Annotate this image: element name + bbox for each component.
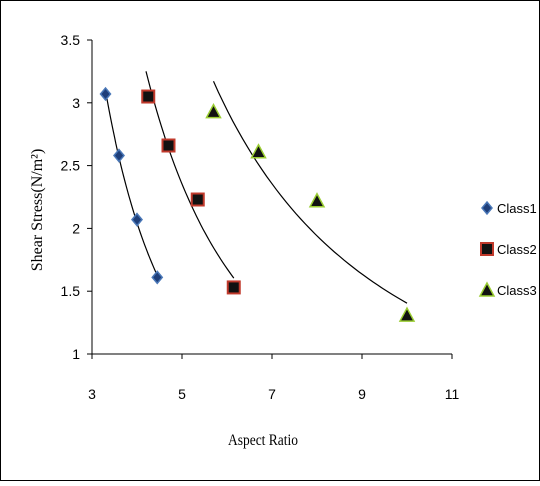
- y-tick-label: 2.5: [61, 158, 81, 174]
- y-tick-label: 3: [72, 95, 80, 111]
- y-tick-label: 1: [72, 346, 80, 362]
- legend-marker-class3: [478, 281, 496, 297]
- x-tick-label: 3: [88, 386, 96, 402]
- x-tick-label: 9: [358, 386, 366, 402]
- y-tick-label: 1.5: [61, 283, 81, 299]
- x-tick-label: 7: [268, 386, 276, 402]
- trendlines: [104, 71, 408, 304]
- y-tick-label: 2: [72, 220, 80, 236]
- x-axis-title: Aspect Ratio: [228, 432, 298, 449]
- data-point-class2: [190, 192, 205, 207]
- x-tick-label: 5: [178, 386, 186, 402]
- legend-marker-class1: [481, 200, 493, 216]
- trendline-class2: [145, 71, 235, 279]
- data-point-class3: [205, 103, 222, 119]
- data-point-class1: [131, 212, 143, 227]
- data-point-class1: [113, 148, 125, 163]
- data-point-class3: [250, 143, 267, 159]
- legend: Class1 Class2 Class3: [478, 200, 537, 298]
- legend-label-class3: Class3: [497, 283, 537, 298]
- data-point-class1: [99, 86, 112, 102]
- data-point-class2: [141, 89, 156, 104]
- legend-label-class2: Class2: [497, 242, 537, 257]
- data-point-class3: [308, 192, 326, 208]
- legend-label-class1: Class1: [497, 201, 537, 216]
- data-point-class2: [226, 280, 241, 295]
- data-point-class3: [398, 306, 416, 322]
- x-tick-label: 11: [445, 386, 460, 402]
- trendline-class1: [104, 90, 158, 276]
- trendline-class3: [212, 81, 408, 304]
- axes: 1 1.5 2 2.5 3 3.5 3 5 7 9 11: [61, 32, 460, 402]
- legend-marker-class2: [480, 242, 494, 256]
- data-point-class2: [161, 138, 176, 153]
- y-axis-title: Shear Stress(N/m²): [29, 149, 46, 272]
- y-tick-label: 3.5: [61, 32, 81, 48]
- data-point-class1: [151, 270, 164, 285]
- markers: [99, 86, 416, 322]
